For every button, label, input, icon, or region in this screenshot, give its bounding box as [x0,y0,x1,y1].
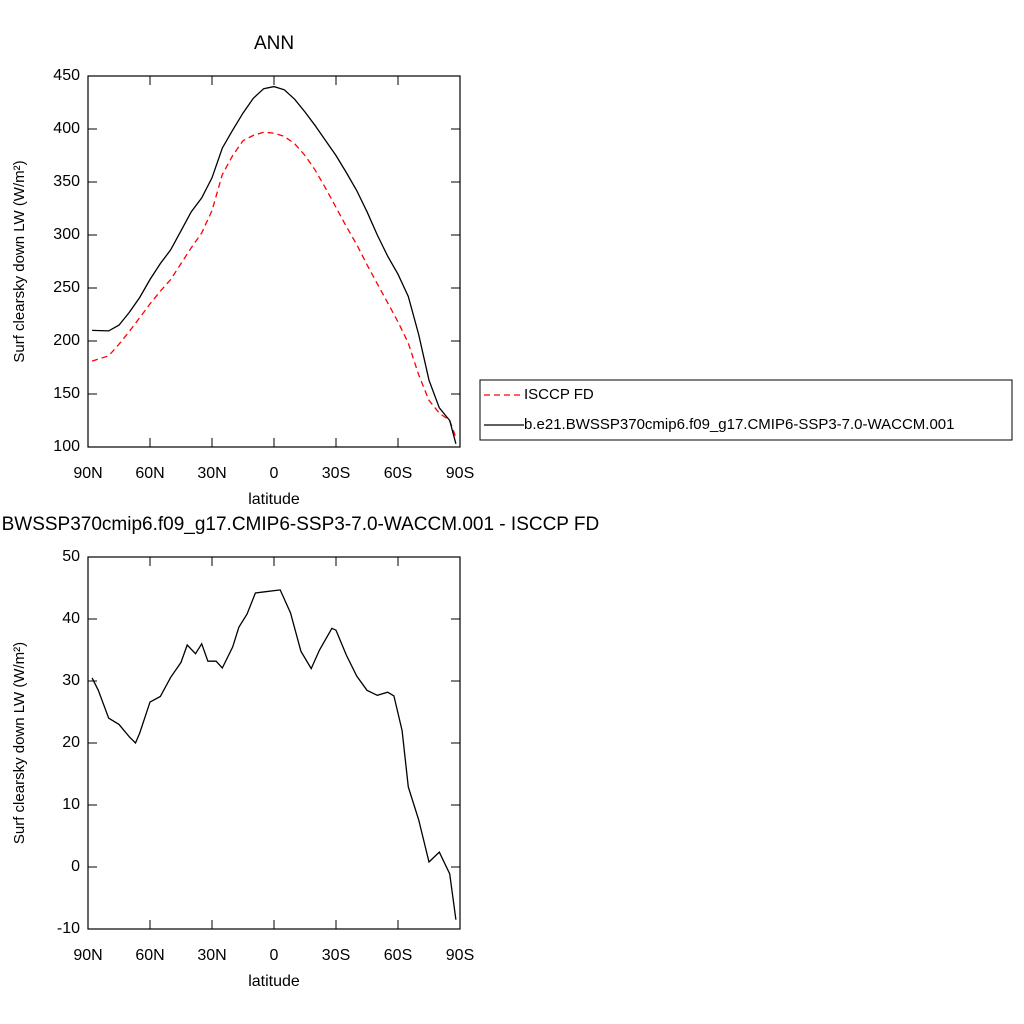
x-tick-label: 30N [197,947,226,964]
x-tick-label: 0 [270,947,279,964]
x-tick-label: 90N [73,947,102,964]
y-tick-label: 50 [62,548,80,565]
plot-frame [87,556,461,930]
y-tick-label: 0 [71,858,80,875]
y-tick-label: 300 [53,226,80,243]
x-tick-label: 30S [322,465,350,482]
x-tick-label: 30N [197,465,226,482]
y-tick-label: 200 [53,332,80,349]
x-tick-label: 60N [135,947,164,964]
y-tick-label: 100 [53,438,80,455]
y-tick-label: 400 [53,120,80,137]
y-axis-label: Surf clearsky down LW (W/m²) [11,642,28,844]
data-line [91,589,457,920]
legend-label: ISCCP FD [524,386,594,403]
chart-title: ANN [254,33,294,54]
y-axis-label: Surf clearsky down LW (W/m²) [11,160,28,362]
x-tick-label: 60S [384,947,412,964]
y-tick-label: 40 [62,610,80,627]
x-axis-label: latitude [248,491,300,508]
plot-frame [87,75,461,448]
y-tick-label: 450 [53,67,80,84]
x-tick-label: 30S [322,947,350,964]
x-tick-label: 90N [73,465,102,482]
x-tick-label: 60N [135,465,164,482]
chart-title: b.e21.BWSSP370cmip6.f09_g17.CMIP6-SSP3-7… [0,514,599,535]
data-line [92,85,457,444]
y-tick-label: 10 [62,796,80,813]
x-tick-label: 60S [384,465,412,482]
y-tick-label: 30 [62,672,80,689]
x-tick-label: 90S [446,947,474,964]
y-tick-label: 250 [53,279,80,296]
y-tick-label: -10 [57,920,80,937]
x-axis-label: latitude [248,973,300,990]
data-line [91,131,457,438]
x-tick-label: 90S [446,465,474,482]
y-tick-label: 350 [53,173,80,190]
x-tick-label: 0 [270,465,279,482]
y-tick-label: 150 [53,385,80,402]
y-tick-label: 20 [62,734,80,751]
legend-box [479,379,1013,441]
legend-label: b.e21.BWSSP370cmip6.f09_g17.CMIP6-SSP3-7… [524,416,954,433]
